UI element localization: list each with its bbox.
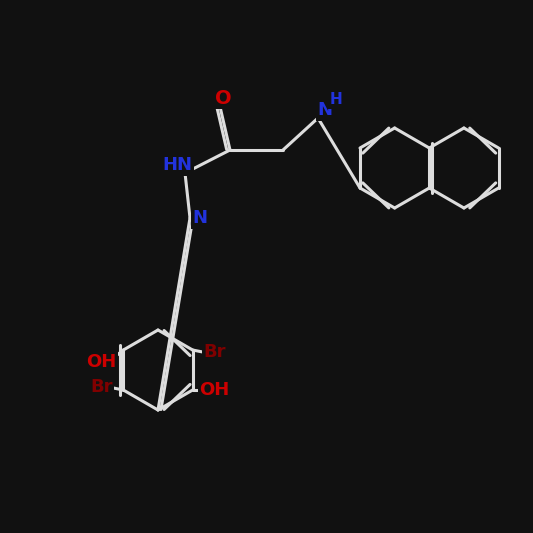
Text: HN: HN <box>162 156 192 174</box>
Text: O: O <box>215 88 231 108</box>
Text: OH: OH <box>86 353 117 371</box>
Text: Br: Br <box>90 378 112 396</box>
Text: H: H <box>329 93 342 108</box>
Text: N: N <box>192 209 207 227</box>
Text: Br: Br <box>204 343 226 361</box>
Text: OH: OH <box>199 381 230 399</box>
Text: N: N <box>318 101 333 119</box>
